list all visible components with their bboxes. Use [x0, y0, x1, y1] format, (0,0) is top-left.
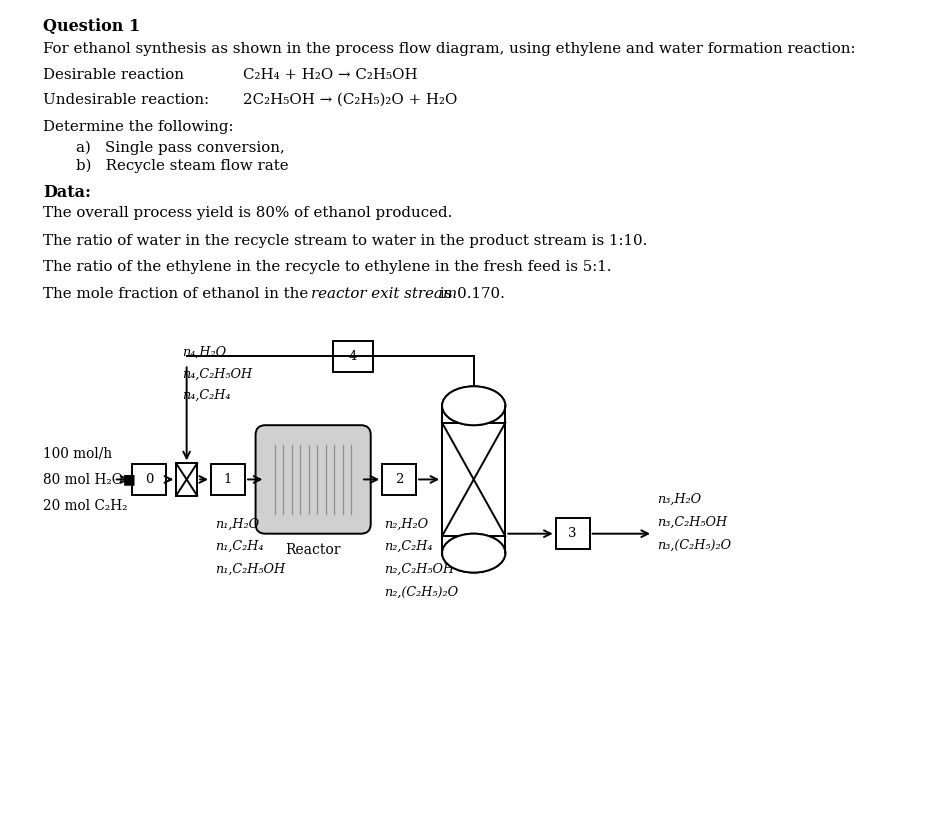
- Text: For ethanol synthesis as shown in the process flow diagram, using ethylene and w: For ethanol synthesis as shown in the pr…: [43, 42, 855, 56]
- Text: 3: 3: [568, 527, 577, 540]
- Text: 80 mol H₂O■: 80 mol H₂O■: [43, 473, 136, 487]
- Ellipse shape: [442, 533, 505, 573]
- Text: n₃,(C₂H₅)₂O: n₃,(C₂H₅)₂O: [657, 538, 731, 551]
- Text: The overall process yield is 80% of ethanol produced.: The overall process yield is 80% of etha…: [43, 206, 453, 220]
- Text: n₂,H₂O: n₂,H₂O: [384, 518, 428, 530]
- Text: 100 mol/h: 100 mol/h: [43, 447, 113, 461]
- Text: The ratio of water in the recycle stream to water in the product stream is 1:10.: The ratio of water in the recycle stream…: [43, 234, 648, 248]
- Text: 0: 0: [146, 473, 153, 486]
- Text: Desirable reaction: Desirable reaction: [43, 69, 184, 83]
- Text: n₁,C₂H₅OH: n₁,C₂H₅OH: [215, 563, 285, 576]
- Text: Determine the following:: Determine the following:: [43, 120, 234, 134]
- Text: 20 mol C₂H₂: 20 mol C₂H₂: [43, 499, 128, 513]
- Text: n₄,C₂H₅OH: n₄,C₂H₅OH: [182, 367, 253, 380]
- FancyBboxPatch shape: [332, 341, 373, 371]
- Bar: [442, 406, 505, 553]
- Text: 2C₂H₅OH → (C₂H₅)₂O + H₂O: 2C₂H₅OH → (C₂H₅)₂O + H₂O: [243, 92, 458, 106]
- Text: 4: 4: [348, 350, 357, 363]
- Text: n₂,C₂H₄: n₂,C₂H₄: [384, 540, 432, 553]
- Ellipse shape: [442, 386, 505, 425]
- Text: n₃,H₂O: n₃,H₂O: [657, 493, 701, 506]
- FancyBboxPatch shape: [382, 464, 416, 495]
- Text: 1: 1: [223, 473, 232, 486]
- Text: 2: 2: [395, 473, 403, 486]
- Text: n₂,C₂H₅OH: n₂,C₂H₅OH: [384, 563, 454, 576]
- Text: a)   Single pass conversion,: a) Single pass conversion,: [75, 141, 285, 155]
- Text: Data:: Data:: [43, 183, 91, 200]
- Text: n₃,C₂H₅OH: n₃,C₂H₅OH: [657, 516, 727, 529]
- Text: n₄,C₂H₄: n₄,C₂H₄: [182, 389, 231, 402]
- FancyBboxPatch shape: [132, 464, 166, 495]
- Text: n₂,(C₂H₅)₂O: n₂,(C₂H₅)₂O: [384, 586, 458, 599]
- Text: The mole fraction of ethanol in the: The mole fraction of ethanol in the: [43, 287, 313, 301]
- Bar: [177, 463, 197, 496]
- Text: Reactor: Reactor: [285, 543, 341, 557]
- Text: The ratio of the ethylene in the recycle to ethylene in the fresh feed is 5:1.: The ratio of the ethylene in the recycle…: [43, 260, 611, 274]
- Text: Undesirable reaction:: Undesirable reaction:: [43, 92, 209, 106]
- FancyBboxPatch shape: [556, 519, 590, 549]
- Text: Question 1: Question 1: [43, 18, 140, 35]
- Ellipse shape: [442, 386, 505, 425]
- Ellipse shape: [442, 533, 505, 573]
- Text: n₁,C₂H₄: n₁,C₂H₄: [215, 540, 264, 553]
- Text: n₁,H₂O: n₁,H₂O: [215, 518, 259, 530]
- Text: n₄,H₂O: n₄,H₂O: [182, 346, 226, 359]
- Text: is 0.170.: is 0.170.: [435, 287, 504, 301]
- Text: b)   Recycle steam flow rate: b) Recycle steam flow rate: [75, 159, 288, 173]
- Text: reactor exit stream: reactor exit stream: [311, 287, 457, 301]
- Text: C₂H₄ + H₂O → C₂H₅OH: C₂H₄ + H₂O → C₂H₅OH: [243, 69, 418, 83]
- FancyBboxPatch shape: [255, 425, 371, 533]
- FancyBboxPatch shape: [211, 464, 245, 495]
